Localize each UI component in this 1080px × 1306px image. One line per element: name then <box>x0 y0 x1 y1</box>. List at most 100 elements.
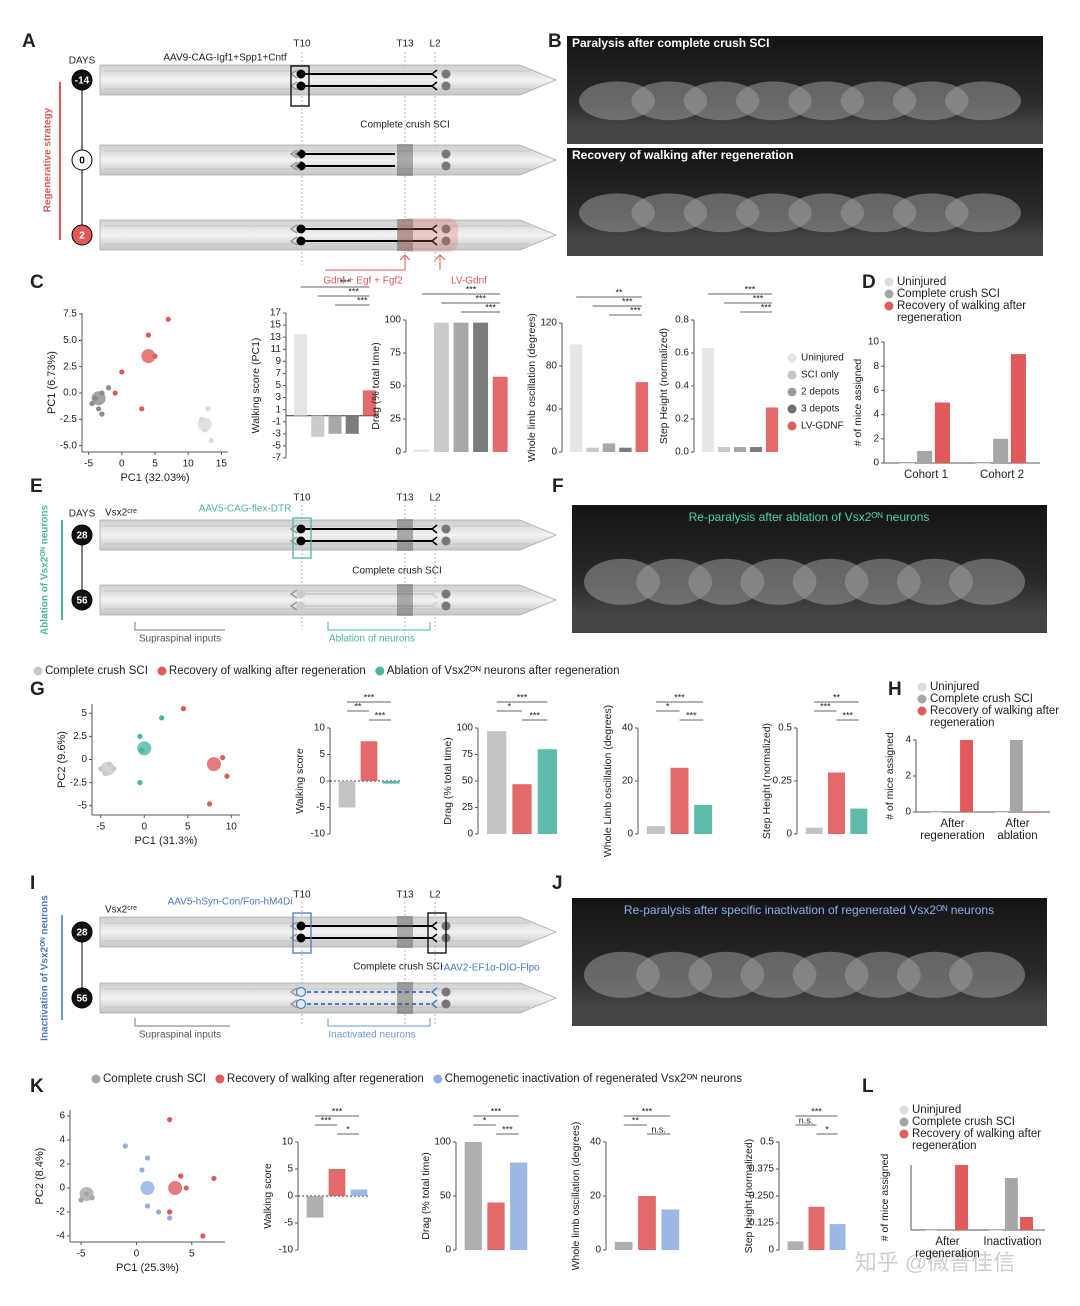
label: Supraspinal inputs <box>139 1030 221 1041</box>
y-tick-label: 5 <box>81 708 87 719</box>
bar <box>487 731 507 834</box>
x-tick-label: 15 <box>216 459 228 470</box>
sig-label: *** <box>842 710 853 720</box>
spinal-cord <box>99 519 558 551</box>
bar <box>717 447 731 452</box>
bar <box>733 447 747 452</box>
chevron <box>430 921 438 931</box>
sig-label: *** <box>348 286 359 296</box>
point <box>200 1233 206 1239</box>
day-label: 2 <box>79 231 85 242</box>
x-tick-label: 5 <box>152 459 158 470</box>
point <box>183 1185 189 1191</box>
spinal-cord <box>99 64 558 96</box>
day-marker <box>71 149 93 171</box>
bar <box>473 322 489 452</box>
y-tick-label: 100 <box>434 1137 451 1148</box>
y-tick-label: 2.5 <box>73 731 87 742</box>
bar <box>850 808 868 834</box>
day-label: 0 <box>79 156 85 167</box>
neuron <box>296 536 306 546</box>
y-tick-label: -5 <box>316 802 325 813</box>
y-tick-label: 0.0 <box>63 388 77 399</box>
bar <box>433 322 449 452</box>
neuron <box>296 589 306 599</box>
y-tick-label: 10 <box>314 723 326 734</box>
y-axis-label: Whole limb oscillation (degrees) <box>526 313 538 462</box>
legend-swatch <box>884 301 894 311</box>
legend-swatch <box>917 706 927 716</box>
sig-label: *** <box>745 284 756 294</box>
motor-pool <box>441 149 451 159</box>
y-axis-label: # of mice assigned <box>879 1154 891 1242</box>
y-tick-label: 20 <box>590 1191 602 1202</box>
legend-label: Complete crush SCI <box>45 665 148 677</box>
legend-label: Uninjured <box>801 353 844 364</box>
point <box>105 385 112 391</box>
injury <box>397 982 413 1014</box>
mouse-silhouette <box>949 951 1025 998</box>
y-tick-label: 2 <box>59 1159 65 1170</box>
y-tick-label: -3 <box>272 428 281 439</box>
motor-pool <box>441 999 451 1009</box>
y-tick-label: 0 <box>467 829 473 840</box>
legend-swatch <box>215 1074 225 1084</box>
point <box>178 1173 184 1179</box>
sig-label: *** <box>321 1115 332 1125</box>
y-tick-label: 40 <box>590 1137 602 1148</box>
legend-swatch <box>899 1105 909 1115</box>
bar <box>694 804 713 834</box>
y-tick-label: 0.0 <box>675 447 689 458</box>
mouse-silhouette <box>631 81 708 121</box>
bar <box>955 1165 968 1230</box>
y-tick-label: 0 <box>551 447 557 458</box>
legend-swatch <box>433 1074 443 1084</box>
label: rAAV2-EF1α-DIO-Flpo <box>440 963 540 974</box>
legend-label: Uninjured <box>912 1104 962 1116</box>
day-marker <box>71 224 93 246</box>
bracket <box>327 622 431 631</box>
x-tick-label: -5 <box>96 822 105 833</box>
point <box>95 406 102 412</box>
y-tick-label: 0 <box>768 1245 774 1256</box>
point <box>137 733 143 739</box>
motor-pool <box>441 161 451 171</box>
y-tick-label: 3 <box>275 392 281 403</box>
neuron <box>296 921 306 931</box>
neuron <box>296 81 306 91</box>
day-label: 28 <box>76 928 88 939</box>
y-tick-label: 0 <box>81 754 87 765</box>
bar <box>805 827 823 834</box>
label: L2 <box>429 890 441 901</box>
y-tick-label: 0 <box>905 807 911 818</box>
label: T10 <box>293 890 311 901</box>
y-tick-label: 0 <box>395 447 401 458</box>
sig-label: *** <box>332 1106 343 1116</box>
x-tick-label: 10 <box>183 459 195 470</box>
bar <box>360 741 378 781</box>
x-tick-label: 10 <box>226 822 238 833</box>
bar <box>635 382 649 452</box>
legend-label: Recovery of walking after regeneration <box>897 300 1027 324</box>
legend-label: Complete crush SCI <box>930 693 1033 705</box>
panel-label: B <box>548 31 562 52</box>
day-label: 56 <box>76 596 88 607</box>
bar <box>989 1230 1003 1231</box>
sig-label: *** <box>357 295 368 305</box>
x-tick-label: 0 <box>141 822 147 833</box>
bar <box>929 812 943 813</box>
vector-box <box>290 65 310 107</box>
neuron <box>296 236 306 246</box>
mean-point <box>141 349 156 364</box>
bar <box>345 415 359 434</box>
mouse-silhouette <box>792 558 869 605</box>
x-tick-label: -5 <box>84 459 93 470</box>
x-axis-label: PC1 (31.3%) <box>135 835 198 847</box>
y-tick-label: 5 <box>319 749 325 760</box>
bar <box>1010 354 1026 463</box>
legend-label: 3 depots <box>801 404 839 415</box>
bar <box>382 781 400 784</box>
panel-label: D <box>862 272 876 293</box>
